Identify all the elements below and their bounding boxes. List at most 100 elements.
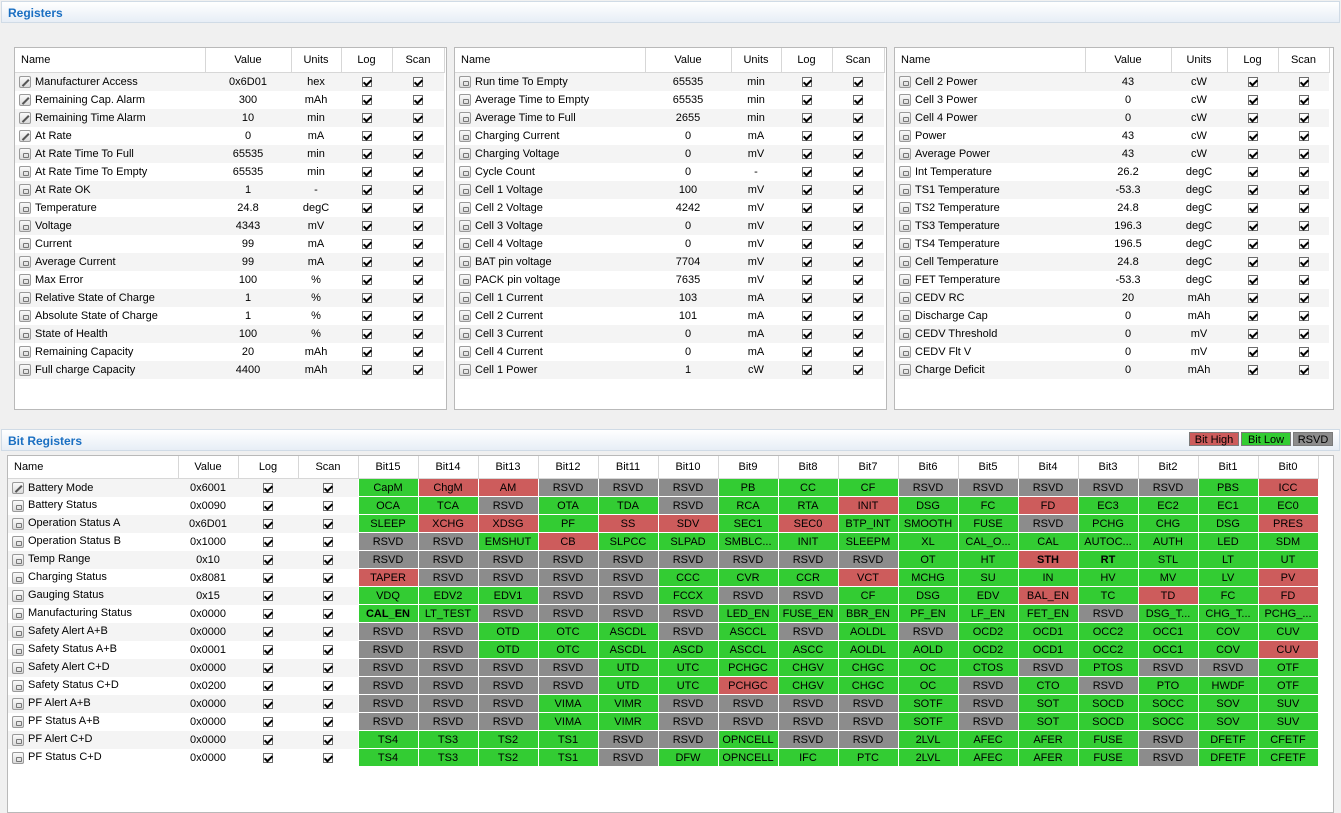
log-checkbox[interactable] <box>1247 113 1258 124</box>
log-checkbox[interactable] <box>263 608 273 619</box>
bit-column-header[interactable]: Bit4 <box>1018 456 1079 479</box>
log-checkbox[interactable] <box>263 644 273 655</box>
scan-checkbox[interactable] <box>413 167 423 178</box>
register-row[interactable]: Manufacturer Access 0x6D01 hex <box>15 72 444 91</box>
column-header-log[interactable]: Log <box>341 48 393 73</box>
log-checkbox[interactable] <box>1247 329 1258 340</box>
register-row[interactable]: Power 43 cW <box>895 127 1329 145</box>
log-checkbox[interactable] <box>361 347 372 358</box>
register-row[interactable]: Cell 4 Power 0 cW <box>895 109 1329 127</box>
register-row[interactable]: At Rate 0 mA <box>15 127 444 145</box>
column-header-units[interactable]: Units <box>291 48 342 73</box>
scan-checkbox[interactable] <box>853 221 863 232</box>
scan-checkbox[interactable] <box>853 167 863 178</box>
column-header-units[interactable]: Units <box>1171 48 1228 73</box>
column-header-name[interactable]: Name <box>895 48 1086 73</box>
log-checkbox[interactable] <box>801 275 812 286</box>
register-row[interactable]: Full charge Capacity 4400 mAh <box>15 361 444 379</box>
register-row[interactable]: State of Health 100% <box>15 325 444 343</box>
bit-column-header[interactable]: Bit5 <box>958 456 1019 479</box>
log-checkbox[interactable] <box>263 536 273 547</box>
log-checkbox[interactable] <box>263 500 273 511</box>
scan-checkbox[interactable] <box>413 221 423 232</box>
scan-checkbox[interactable] <box>322 626 333 637</box>
scan-checkbox[interactable] <box>853 149 863 160</box>
register-row[interactable]: TS2 Temperature 24.8 degC <box>895 199 1329 217</box>
log-checkbox[interactable] <box>361 113 372 124</box>
register-row[interactable]: Current 99 mA <box>15 235 444 253</box>
scan-checkbox[interactable] <box>322 644 333 655</box>
register-row[interactable]: Cell Temperature 24.8 degC <box>895 253 1329 271</box>
column-header-value[interactable]: Value <box>205 48 292 73</box>
scan-checkbox[interactable] <box>853 113 863 124</box>
bit-register-row[interactable]: PF Status C+D 0x0000 TS4 TS3 TS2 TS1 RSVD DFW OP… <box>8 748 1319 767</box>
bit-column-header-name[interactable]: Name <box>8 456 179 479</box>
log-checkbox[interactable] <box>361 329 372 340</box>
log-checkbox[interactable] <box>263 626 273 637</box>
column-header-value[interactable]: Value <box>1085 48 1172 73</box>
log-checkbox[interactable] <box>801 167 812 178</box>
log-checkbox[interactable] <box>1247 257 1258 268</box>
log-checkbox[interactable] <box>1247 293 1258 304</box>
scan-checkbox[interactable] <box>413 149 423 160</box>
log-checkbox[interactable] <box>361 275 372 286</box>
scan-checkbox[interactable] <box>322 680 333 691</box>
register-row[interactable]: Run time To Empty 65535 min <box>455 72 884 91</box>
log-checkbox[interactable] <box>1247 131 1258 142</box>
scan-checkbox[interactable] <box>322 500 333 511</box>
bit-register-row[interactable]: PF Alert C+D 0x0000 TS4 TS3 TS2 TS1 RSVD RSVD OP… <box>8 730 1319 749</box>
scan-checkbox[interactable] <box>853 293 863 304</box>
scan-checkbox[interactable] <box>1298 203 1309 214</box>
register-row[interactable]: TS1 Temperature -53.3 degC <box>895 181 1329 199</box>
log-checkbox[interactable] <box>263 482 273 493</box>
scan-checkbox[interactable] <box>853 203 863 214</box>
register-row[interactable]: Cell 2 Current 101 mA <box>455 307 884 325</box>
log-checkbox[interactable] <box>1247 221 1258 232</box>
scan-checkbox[interactable] <box>413 185 423 196</box>
bit-register-row[interactable]: Safety Alert A+B 0x0000 RSVD RSVD OTD OTC ASCD… <box>8 622 1319 641</box>
scan-checkbox[interactable] <box>853 95 863 106</box>
log-checkbox[interactable] <box>263 662 273 673</box>
column-header-log[interactable]: Log <box>1227 48 1279 73</box>
register-row[interactable]: Average Power 43 cW <box>895 145 1329 163</box>
register-row[interactable]: Cell 1 Voltage 100 mV <box>455 181 884 199</box>
register-row[interactable]: Max Error 100% <box>15 271 444 289</box>
bit-register-row[interactable]: Battery Status 0x0090 OCA TCA RSVD OTA TDA RSVD… <box>8 496 1319 515</box>
scan-checkbox[interactable] <box>853 275 863 286</box>
scan-checkbox[interactable] <box>413 365 423 376</box>
register-row[interactable]: Charge Deficit 0 mAh <box>895 361 1329 379</box>
log-checkbox[interactable] <box>361 185 372 196</box>
register-row[interactable]: Cell 2 Voltage 4242 mV <box>455 199 884 217</box>
bit-column-header[interactable]: Bit2 <box>1138 456 1199 479</box>
log-checkbox[interactable] <box>801 239 812 250</box>
log-checkbox[interactable] <box>1247 167 1258 178</box>
bit-register-row[interactable]: Safety Status A+B 0x0001 RSVD RSVD OTD OTC ASC… <box>8 640 1319 659</box>
scan-checkbox[interactable] <box>322 752 333 763</box>
bit-column-header[interactable]: Bit3 <box>1078 456 1139 479</box>
register-row[interactable]: Average Time to Full 2655 min <box>455 109 884 127</box>
column-header-log[interactable]: Log <box>781 48 833 73</box>
bit-column-header[interactable]: Bit13 <box>478 456 539 479</box>
bit-column-header-value[interactable]: Value <box>178 456 239 479</box>
log-checkbox[interactable] <box>801 203 812 214</box>
log-checkbox[interactable] <box>361 257 372 268</box>
log-checkbox[interactable] <box>801 185 812 196</box>
log-checkbox[interactable] <box>1247 347 1258 358</box>
scan-checkbox[interactable] <box>322 554 333 565</box>
scan-checkbox[interactable] <box>413 77 423 88</box>
register-row[interactable]: Cell 2 Power 43 cW <box>895 72 1329 91</box>
scan-checkbox[interactable] <box>853 185 863 196</box>
bit-column-header-scan[interactable]: Scan <box>298 456 359 479</box>
register-row[interactable]: Temperature 24.8 degC <box>15 199 444 217</box>
scan-checkbox[interactable] <box>413 239 423 250</box>
log-checkbox[interactable] <box>263 590 273 601</box>
scan-checkbox[interactable] <box>1298 329 1309 340</box>
scan-checkbox[interactable] <box>1298 131 1309 142</box>
log-checkbox[interactable] <box>801 257 812 268</box>
log-checkbox[interactable] <box>263 752 273 763</box>
log-checkbox[interactable] <box>801 221 812 232</box>
column-header-units[interactable]: Units <box>731 48 782 73</box>
bit-column-header[interactable]: Bit0 <box>1258 456 1319 479</box>
log-checkbox[interactable] <box>801 95 812 106</box>
column-header-name[interactable]: Name <box>455 48 646 73</box>
